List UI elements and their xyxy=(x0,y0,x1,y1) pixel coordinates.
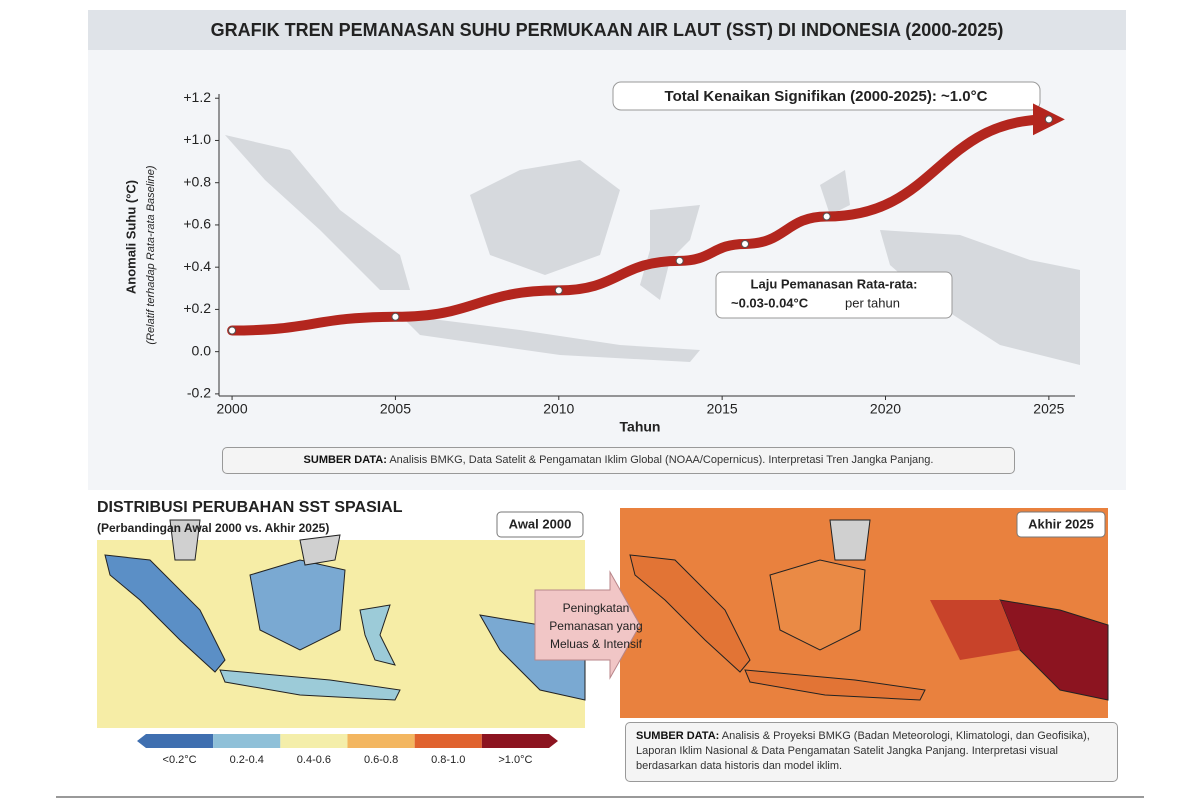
x-tick-label: 2010 xyxy=(543,401,574,417)
islands-2025 xyxy=(629,519,1109,701)
colorbar-end xyxy=(549,734,558,748)
change-arrow xyxy=(534,570,641,680)
x-tick-label: 2000 xyxy=(216,401,247,417)
colorbar-label: 0.6-0.8 xyxy=(364,754,398,766)
data-point xyxy=(228,326,237,335)
annotation-total: Total Kenaikan Signifikan (2000-2025): ~… xyxy=(665,88,988,105)
colorbar-label: 0.2-0.4 xyxy=(230,754,264,766)
colorbar-label: <0.2°C xyxy=(163,754,197,766)
y-tick-label: +0.4 xyxy=(183,258,211,274)
spatial-subtitle: (Perbandingan Awal 2000 vs. Akhir 2025) xyxy=(97,521,329,535)
colorbar-end xyxy=(137,734,146,748)
colorbar-swatch xyxy=(146,734,214,748)
y-tick-label: 0.0 xyxy=(192,342,212,358)
x-axis-title: Tahun xyxy=(620,419,661,435)
data-point xyxy=(822,212,831,221)
colorbar-label: >1.0°C xyxy=(498,754,532,766)
faint-map xyxy=(225,135,1080,365)
arrow-text: Peningkatan xyxy=(563,601,630,615)
data-point xyxy=(675,256,684,265)
map-2000-top xyxy=(97,540,585,552)
panel-label-box xyxy=(1016,511,1106,538)
colorbar-swatch xyxy=(213,734,281,748)
y-tick-label: +0.6 xyxy=(183,216,211,232)
annotation-box xyxy=(612,81,1041,111)
spatial-title: DISTRIBUSI PERUBAHAN SST SPASIAL xyxy=(97,499,403,516)
colorbar-swatch xyxy=(481,734,549,748)
colorbar-swatch xyxy=(347,734,415,748)
y-tick-label: +1.0 xyxy=(183,131,211,147)
panel-label-box xyxy=(496,511,584,538)
y-tick-label: +0.2 xyxy=(183,300,211,316)
arrow-text: Meluas & Intensif xyxy=(550,637,643,651)
y-axis-title: Anomali Suhu (°C) xyxy=(123,180,138,294)
data-point xyxy=(1044,115,1053,124)
source-text: Analisis & Proyeksi BMKG (Badan Meteorol… xyxy=(636,730,1090,772)
annotation-box xyxy=(715,271,953,319)
page-title: GRAFIK TREN PEMANASAN SUHU PERMUKAAN AIR… xyxy=(211,20,1004,40)
colorbar-label: 0.4-0.6 xyxy=(297,754,331,766)
source-top: SUMBER DATA: Analisis BMKG, Data Satelit… xyxy=(222,447,1015,474)
x-tick-label: 2020 xyxy=(870,401,901,417)
annotation-rate-title: Laju Pemanasan Rata-rata: xyxy=(751,276,918,291)
colorbar-label: 0.8-1.0 xyxy=(431,754,465,766)
y-tick-label: -0.2 xyxy=(187,385,211,401)
x-tick-label: 2015 xyxy=(707,401,738,417)
arrow-text: Pemanasan yang xyxy=(549,619,642,633)
data-point xyxy=(554,286,563,295)
y-tick-label: +0.8 xyxy=(183,173,211,189)
header-band xyxy=(88,10,1126,50)
x-tick-label: 2025 xyxy=(1033,401,1064,417)
data-point xyxy=(741,239,750,248)
colorbar-swatch xyxy=(414,734,482,748)
panel-label: Awal 2000 xyxy=(509,516,572,531)
panel-label: Akhir 2025 xyxy=(1028,516,1094,531)
colorbar-swatch xyxy=(280,734,348,748)
y-axis-note: (Relatif terhadap Rata-rata Baseline) xyxy=(145,165,157,344)
source-label: SUMBER DATA: xyxy=(636,730,720,742)
annotation-rate-value: ~0.03-0.04°C xyxy=(731,295,809,310)
y-tick-label: +1.2 xyxy=(183,89,211,105)
source-label: SUMBER DATA: xyxy=(303,454,387,466)
x-tick-label: 2005 xyxy=(380,401,411,417)
source-bottom: SUMBER DATA: Analisis & Proyeksi BMKG (B… xyxy=(625,722,1118,782)
data-point xyxy=(391,312,400,321)
annotation-rate-unit: per tahun xyxy=(845,295,900,310)
source-text: Analisis BMKG, Data Satelit & Pengamatan… xyxy=(389,454,934,466)
